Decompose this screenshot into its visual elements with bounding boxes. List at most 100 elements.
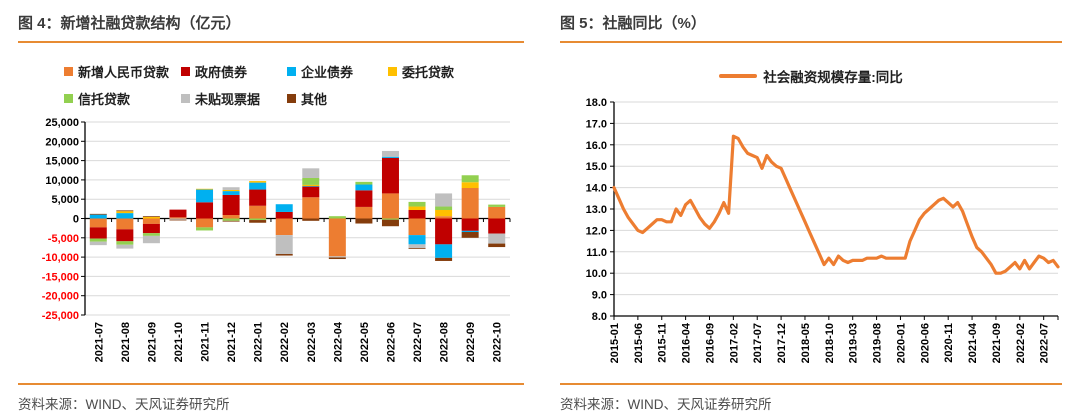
bar-segment xyxy=(461,218,479,231)
figure4-title: 图 4：新增社融贷款结构（亿元） xyxy=(18,15,241,32)
x-tick-label: 2022-06 xyxy=(385,322,397,362)
bar-segment xyxy=(275,211,293,219)
legend-label: 新增人民币贷款 xyxy=(78,65,170,80)
x-tick-label: 2022-07 xyxy=(1039,323,1051,363)
legend-item: 委托贷款 xyxy=(388,62,454,81)
bar-segment xyxy=(116,213,134,219)
bar-segment xyxy=(381,193,399,219)
legend-swatch xyxy=(181,67,190,76)
line-series-label: 社会融资规模存量:同比 xyxy=(763,70,903,85)
bar-segment xyxy=(328,216,346,219)
x-tick-label: 2021-07 xyxy=(93,322,105,362)
bar-segment xyxy=(408,218,426,236)
bar-segment xyxy=(328,218,346,257)
bar-segment xyxy=(408,210,426,219)
bar-segment xyxy=(89,227,107,239)
bar-segment xyxy=(328,257,346,260)
figure5-source: 资料来源：WIND、天风证券研究所 xyxy=(560,383,1062,413)
y-tick-label: -25,000 xyxy=(42,310,79,322)
y-tick-label: 11.0 xyxy=(586,247,607,259)
legend-item: 新增人民币贷款 xyxy=(64,62,181,81)
bar-segment xyxy=(328,256,346,258)
bar-segment xyxy=(408,248,426,249)
bar-segment xyxy=(142,235,160,244)
bar-segment xyxy=(249,182,267,190)
bar-segment xyxy=(169,209,187,218)
y-tick-label: 17.0 xyxy=(586,118,607,130)
gridlines xyxy=(614,101,1058,296)
gridlines xyxy=(85,121,510,316)
legend-label: 信托贷款 xyxy=(78,92,131,107)
bar-segment xyxy=(116,229,134,242)
figure4-bar-chart: -25,000 -20,000 -15,000 -10,000 -5,000 0 5,000… xyxy=(42,117,511,362)
figure5-title: 图 5：社融同比（%） xyxy=(560,15,706,32)
bar-segment xyxy=(302,186,320,198)
x-tick-label: 2022-09 xyxy=(465,322,477,362)
bar-segment xyxy=(196,218,214,228)
bar-segment xyxy=(249,205,267,219)
x-tick-label: 2020-11 xyxy=(943,323,955,363)
bar-segment xyxy=(461,188,479,219)
bar-segment xyxy=(222,218,240,221)
x-tick-label: 2019-03 xyxy=(848,323,860,363)
bar-segment xyxy=(488,206,506,219)
bar-segment xyxy=(488,204,506,207)
bar-segment xyxy=(435,218,453,245)
bar-segment xyxy=(89,213,107,215)
bar-segment xyxy=(302,186,320,187)
legend-swatch xyxy=(181,94,190,103)
x-tick-label: 2018-05 xyxy=(800,323,812,363)
y-axis-labels: 8.0 9.0 10.0 11.0 12.0 13.0 14.0 15.0 16.0 17.0 18… xyxy=(586,97,607,323)
bar-segment xyxy=(381,157,399,194)
y-tick-label: 8.0 xyxy=(592,311,607,323)
bar-segment xyxy=(222,191,240,195)
bar-segment xyxy=(355,190,373,207)
bar-segment xyxy=(196,227,214,231)
bar-segment xyxy=(488,218,506,234)
bar-segment xyxy=(196,189,214,203)
bar-segment xyxy=(302,218,320,221)
x-tick-label: 2021-09 xyxy=(146,322,158,362)
bar-segment xyxy=(275,235,293,255)
legend-label: 其他 xyxy=(301,92,328,107)
legend-label: 委托贷款 xyxy=(402,65,455,80)
legend-swatch xyxy=(64,94,73,103)
figure4-legend: 新增人民币贷款 政府债券 企业债券 委托贷款 信托贷款 未贴现票据 其他 xyxy=(64,62,454,108)
bar-segment xyxy=(196,188,214,190)
y-tick-label: -5,000 xyxy=(48,233,79,245)
x-tick-label: 2022-05 xyxy=(359,322,371,362)
sofr-yoy-line xyxy=(612,134,1060,275)
legend-swatch xyxy=(64,67,73,76)
x-axis-labels: 2015-01 2015-06 2015-11 2016-04 2016-09 2017-… xyxy=(609,322,1051,363)
y-tick-label: 14.0 xyxy=(586,183,607,195)
bar-segment xyxy=(381,156,399,158)
bar-segment xyxy=(142,223,160,234)
bar-segment xyxy=(275,204,293,212)
bar-segment xyxy=(142,216,160,217)
x-tick-label: 2015-06 xyxy=(633,323,645,363)
bar-segment xyxy=(89,238,107,242)
bar-segment xyxy=(302,184,320,187)
bar-segment xyxy=(381,150,399,157)
bar-segment xyxy=(461,182,479,189)
bar-segment xyxy=(488,233,506,244)
bar-segment xyxy=(355,181,373,185)
x-tick-label: 2017-12 xyxy=(776,323,788,363)
bar-segment xyxy=(355,218,373,224)
line-series-swatch xyxy=(719,74,758,78)
y-tick-label: 9.0 xyxy=(592,290,607,302)
bar-segment xyxy=(435,206,453,211)
bar-segment xyxy=(222,215,240,219)
bar-segment xyxy=(222,220,240,222)
y-tick-label: -20,000 xyxy=(42,291,79,303)
bar-segment xyxy=(169,218,187,220)
x-tick-label: 2021-11 xyxy=(200,322,212,362)
bar-segment xyxy=(461,230,479,233)
x-tick-label: 2016-04 xyxy=(681,322,693,363)
figure4-source: 资料来源：WIND、天风证券研究所 xyxy=(18,383,524,413)
y-tick-label: 18.0 xyxy=(586,97,607,109)
bar-segment xyxy=(169,219,187,221)
x-tick-label: 2022-02 xyxy=(279,322,291,362)
y-tick-label: 15.0 xyxy=(586,161,607,173)
bar-segment xyxy=(381,218,399,220)
